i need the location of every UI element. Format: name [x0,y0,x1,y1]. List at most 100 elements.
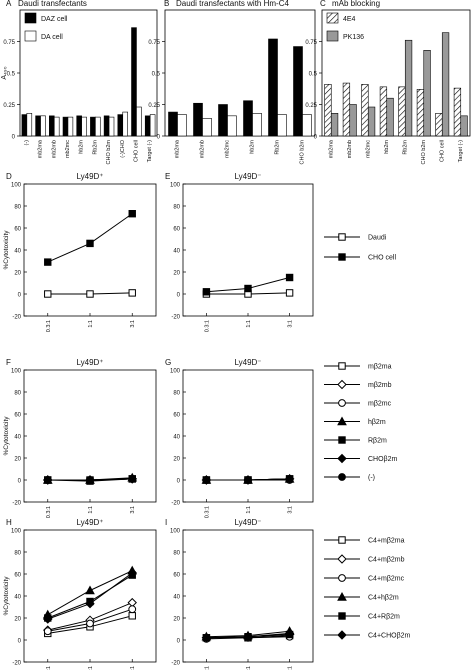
legend-label: hβ2m [368,419,386,426]
data-point [128,475,137,483]
legend-marker [338,399,346,407]
panel-letter: A [6,0,12,8]
data-point [243,631,253,642]
x-tick-label: 0.3:1 [204,506,210,518]
data-point [202,288,211,296]
x-tick-label: 3:1 [130,320,136,328]
data-point [202,476,211,484]
panel-letter: D [6,172,12,181]
data-point [43,476,52,484]
y-tick-label: 80 [173,205,180,211]
legend-marker [337,630,347,640]
data-point [244,284,252,293]
x-tick-label: Rb2m [402,140,408,155]
data-point [86,239,94,248]
data-point [201,633,212,643]
x-tick-label: 1:1 [246,666,252,670]
panel-letter: B [164,0,169,8]
legend-label: mβ2mc [368,401,392,408]
y-tick-label: 60 [14,413,21,419]
y-tick-label: 0.25 [305,103,317,109]
y-tick-label: 40 [14,249,21,255]
bar [144,115,151,137]
y-tick-label: 20 [14,457,21,463]
legend-marker [337,379,347,390]
x-tick-label: CHO cell [439,140,445,162]
bar [136,106,142,137]
y-tick-label: 80 [14,205,21,211]
y-tick-label: 0 [157,135,161,141]
legend-label: Rβ2m [368,438,387,445]
legend-marker [338,536,346,544]
data-point [128,605,137,614]
y-tick-label: 0 [18,639,22,645]
bar [277,114,287,137]
y-tick-label: 60 [173,573,180,579]
data-point [285,273,294,282]
bar [81,116,87,137]
y-tick-label: 20 [14,271,21,277]
y-tick-label: 0.75 [3,40,15,46]
legend-label: (-) [368,475,375,482]
data-point [244,476,252,484]
legend-label: mβ2mb [368,382,392,389]
legend-label: C4+hβ2m [368,595,399,602]
legend-label: CHO cell [368,255,396,262]
panel-b: B Daudi transfectants with Hm-C4 0 0.25 0.5 0… [148,0,316,164]
bar [21,114,28,137]
panel-title: Ly49D⁻ [234,172,261,181]
data-point [85,598,95,609]
legend-marker [338,473,346,481]
data-point [128,612,136,620]
bar [453,87,462,137]
y-tick-label: -20 [12,661,21,667]
x-tick-label: hb2m [250,140,256,154]
x-tick-label: 3:1 [130,666,136,670]
bar [324,84,332,137]
y-tick-label: 0 [314,135,318,141]
bar [90,116,96,137]
panel-title: Ly49D⁺ [76,358,103,367]
x-tick-label: mb2ma [328,139,334,158]
y-tick-label: -20 [171,661,180,667]
data-point [85,585,95,595]
x-tick-label: 3:1 [288,666,294,670]
bar [168,111,178,137]
data-point [285,475,294,483]
y-tick-label: 40 [173,435,180,441]
x-tick-label: 0.3:1 [46,320,52,332]
bar [302,114,312,137]
y-tick-label: 100 [11,183,22,189]
bar [460,115,468,137]
y-tick-label: 100 [170,183,181,189]
bar [103,115,110,137]
data-point [43,627,52,636]
bar [349,104,357,137]
x-tick-label: mb2mc [365,140,371,158]
legend-marker [338,436,346,444]
bar [252,113,262,137]
panel-letter: I [165,518,167,527]
y-tick-label: 0.75 [305,40,317,46]
panel-d: D Ly49D⁺ -20 0 20 40 60 80 100 %Cytotoxicity 0.3:1… [3,172,157,332]
bar [62,116,69,137]
y-tick-label: 60 [14,573,21,579]
panel-letter: E [165,172,170,181]
y-axis-label: %Cytotoxicity [3,416,10,456]
plot-frame [164,9,316,137]
x-tick-label: 3:1 [288,320,294,328]
legend-label: C4+Rβ2m [368,614,400,621]
data-point [127,568,137,578]
y-tick-label: 0 [177,479,181,485]
legend-label: C4+CHOβ2m [368,633,411,640]
legend-marker [338,362,346,370]
series-line [47,572,133,620]
panel-title: Ly49D⁺ [76,172,103,181]
y-tick-label: 80 [14,551,21,557]
data-point [86,290,94,298]
bar [49,115,55,137]
y-tick-label: 60 [173,227,180,233]
x-tick-label: Rb2m [275,140,281,155]
y-axis-label: A₄₉₀ [1,66,8,79]
bar [441,32,450,137]
